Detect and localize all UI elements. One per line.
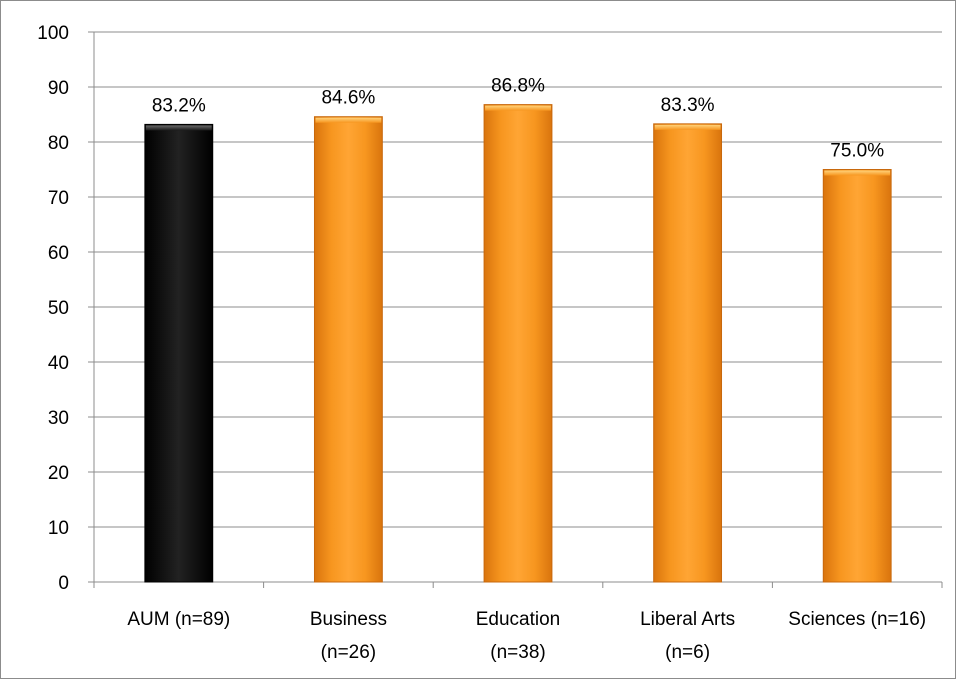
- bar-highlight: [145, 125, 212, 131]
- y-tick-label: 90: [48, 78, 69, 99]
- bar-highlight: [315, 117, 382, 123]
- data-label: 86.8%: [491, 76, 545, 97]
- x-category-label: (n=26): [321, 642, 376, 663]
- data-label: 84.6%: [321, 88, 375, 109]
- y-tick-label: 70: [48, 188, 69, 209]
- bar: [822, 169, 892, 583]
- bar: [313, 116, 383, 583]
- x-category-label: (n=6): [665, 642, 710, 663]
- x-category-label: (n=38): [490, 642, 545, 663]
- y-tick-label: 40: [48, 353, 69, 374]
- x-category-label: Education: [476, 609, 561, 630]
- y-tick-label: 60: [48, 243, 69, 264]
- data-label: 83.2%: [152, 95, 206, 116]
- bar-highlight: [654, 124, 721, 130]
- bar: [483, 104, 553, 583]
- x-category-label: Liberal Arts: [640, 609, 735, 630]
- bar: [144, 123, 214, 583]
- y-tick-label: 0: [58, 573, 69, 594]
- x-category-label: Business: [310, 609, 387, 630]
- data-label: 83.3%: [661, 95, 715, 116]
- bar-highlight: [485, 105, 551, 111]
- data-label: 75.0%: [830, 141, 884, 162]
- x-category-label: AUM (n=89): [127, 609, 230, 630]
- y-tick-label: 10: [48, 518, 69, 539]
- y-tick-label: 20: [48, 463, 69, 484]
- y-tick-label: 80: [48, 133, 69, 154]
- labels: 0 10 20 30 40 50 60 70 80 90 100 83.2% AUM (n=89) 84.…: [37, 23, 926, 663]
- y-tick-label: 50: [48, 298, 69, 319]
- bar-highlight: [824, 170, 891, 176]
- y-tick-label: 100: [37, 23, 69, 44]
- bars: [144, 104, 892, 583]
- x-category-label: Sciences (n=16): [788, 609, 926, 630]
- bar: [653, 123, 723, 583]
- y-tick-label: 30: [48, 408, 69, 429]
